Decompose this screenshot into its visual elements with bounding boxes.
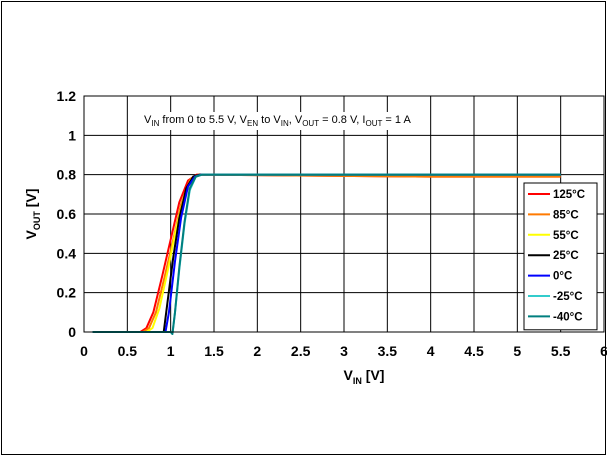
y-tick-label: 0 xyxy=(68,324,76,340)
annotation-segment: V xyxy=(144,114,152,126)
legend-label: 25°C xyxy=(553,250,579,262)
annotation-segment: = 0.8 V, I xyxy=(319,114,365,126)
legend-label: 125°C xyxy=(553,189,585,201)
annotation-segment: OUT xyxy=(302,119,319,128)
legend-label: -40°C xyxy=(553,311,583,323)
legend: 125°C 85°C 55°C 25°C 0°C -25°C -40°C xyxy=(523,182,598,331)
y-tick-label: 1 xyxy=(68,127,76,143)
annotation-segment: EN xyxy=(247,119,258,128)
x-tick-label: 6 xyxy=(600,343,607,359)
x-tick-label: 1 xyxy=(167,343,175,359)
annotation-box xyxy=(140,112,416,130)
x-tick-label: 2.5 xyxy=(291,343,311,359)
series-line-5 xyxy=(92,173,561,335)
annotation-segment: = 1 A xyxy=(382,114,411,126)
x-tick-label: 4 xyxy=(427,343,435,359)
y-tick-label: 0.4 xyxy=(57,245,77,261)
y-axis-title-suffix: [V] xyxy=(23,189,39,212)
x-tick-label: 4.5 xyxy=(464,343,484,359)
y-axis-title-main: V xyxy=(23,229,39,239)
annotation-segment: , V xyxy=(289,114,303,126)
x-axis-title-sub: IN xyxy=(353,376,362,386)
x-tick-label: 3 xyxy=(340,343,348,359)
legend-label: 55°C xyxy=(553,230,579,242)
y-axis-title: VOUT [V] xyxy=(23,189,42,240)
x-axis-title-main: V xyxy=(344,367,354,383)
legend-label: 85°C xyxy=(553,209,579,221)
x-tick-label: 2 xyxy=(253,343,261,359)
annotation-segment: from 0 to 5.5 V, V xyxy=(159,114,247,126)
x-axis-title: VIN [V] xyxy=(344,367,385,386)
x-tick-label: 0.5 xyxy=(118,343,138,359)
x-axis-title-suffix: [V] xyxy=(362,367,385,383)
series-lines xyxy=(92,173,561,335)
y-axis-title-sub: OUT xyxy=(32,211,42,231)
x-tick-label: 0 xyxy=(80,343,88,359)
legend-label: 0°C xyxy=(553,271,572,283)
legend-box xyxy=(523,182,598,331)
annotation-segment: OUT xyxy=(365,119,382,128)
y-tick-label: 0.2 xyxy=(57,285,77,301)
annotation-segment: to V xyxy=(258,114,281,126)
annotation-segment: IN xyxy=(281,119,289,128)
series-line-6 xyxy=(92,173,561,335)
y-tick-label: 0.8 xyxy=(57,167,77,183)
y-tick-label: 0.6 xyxy=(57,206,77,222)
y-tick-labels: 0 0.2 0.4 0.6 0.8 1 1.2 xyxy=(57,88,77,340)
x-tick-label: 5.5 xyxy=(551,343,571,359)
y-tick-label: 1.2 xyxy=(57,88,77,104)
x-tick-label: 5 xyxy=(513,343,521,359)
annotation-text: VIN from 0 to 5.5 V, VEN to VIN, VOUT = … xyxy=(144,114,411,128)
plot-area xyxy=(83,95,605,333)
annotation-segment: IN xyxy=(151,119,159,128)
x-tick-label: 3.5 xyxy=(378,343,398,359)
x-tick-label: 1.5 xyxy=(204,343,224,359)
legend-label: -25°C xyxy=(553,291,583,303)
x-tick-labels: 0 0.5 1 1.5 2 2.5 3 3.5 4 4.5 5 5.5 6 xyxy=(80,343,607,359)
